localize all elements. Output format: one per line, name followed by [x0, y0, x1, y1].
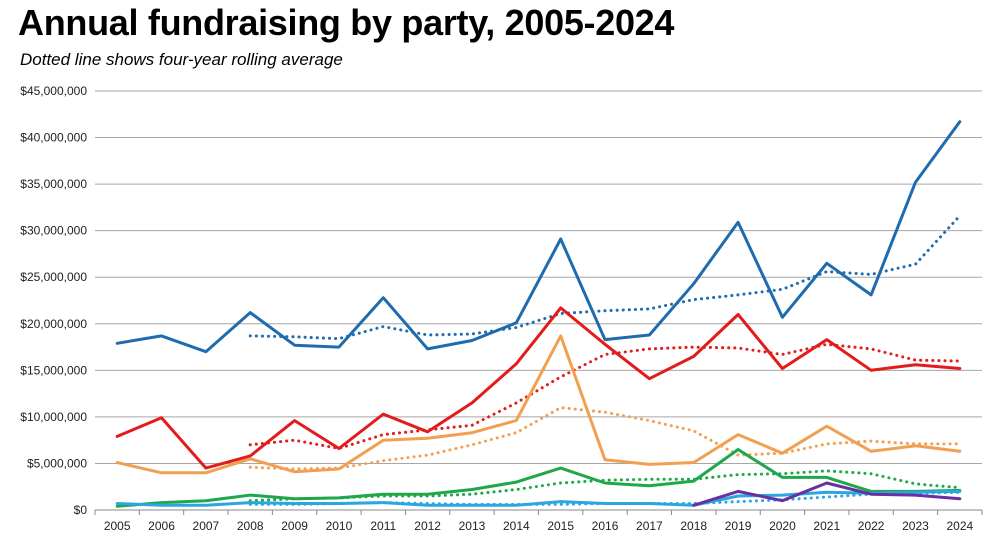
x-tick-label: 2021: [813, 519, 840, 533]
x-tick-label: 2009: [281, 519, 308, 533]
y-tick-label: $25,000,000: [20, 270, 87, 284]
gridlines: [95, 90, 982, 464]
x-tick-label: 2005: [104, 519, 131, 533]
x-tick-label: 2022: [858, 519, 885, 533]
chart-subtitle: Dotted line shows four-year rolling aver…: [20, 50, 343, 69]
y-tick-label: $15,000,000: [20, 363, 87, 377]
x-tick-label: 2015: [547, 519, 574, 533]
series-line-10: [692, 481, 962, 507]
x-tick-label: 2006: [148, 519, 175, 533]
chart-title: Annual fundraising by party, 2005-2024: [18, 2, 675, 43]
x-tick-label: 2012: [414, 519, 441, 533]
x-tick-label: 2020: [769, 519, 796, 533]
y-tick-label: $30,000,000: [20, 224, 87, 238]
y-axis-ticks: $0 $5,000,000 $10,000,000 $15,000,000 $20,00…: [20, 84, 87, 517]
series-line-8: [115, 489, 962, 507]
rolling-average-line-3: [248, 342, 962, 450]
y-tick-label: $10,000,000: [20, 410, 87, 424]
rolling-average-line-5: [248, 406, 962, 471]
x-tick-label: 2007: [193, 519, 220, 533]
x-tick-label: 2008: [237, 519, 264, 533]
x-tick-label: 2017: [636, 519, 663, 533]
x-axis-ticks: 2005 2006 2007 2008 2009 2010 2011 2012 2013 2014…: [94, 510, 983, 533]
y-tick-label: $45,000,000: [20, 84, 87, 98]
y-tick-label: $0: [74, 503, 88, 517]
series-line-6: [115, 448, 962, 508]
x-tick-label: 2014: [503, 519, 530, 533]
series-line-4: [115, 334, 962, 475]
x-tick-label: 2016: [592, 519, 619, 533]
rolling-average-line-1: [248, 214, 962, 341]
x-tick-label: 2013: [459, 519, 486, 533]
series-lines: [115, 120, 962, 508]
series-line-0: [115, 120, 962, 354]
y-tick-label: $5,000,000: [27, 456, 87, 470]
x-tick-label: 2024: [946, 519, 973, 533]
x-tick-label: 2018: [680, 519, 707, 533]
y-tick-label: $40,000,000: [20, 131, 87, 145]
x-tick-label: 2019: [725, 519, 752, 533]
x-tick-label: 2023: [902, 519, 929, 533]
rolling-average-line-7: [248, 469, 962, 503]
y-tick-label: $20,000,000: [20, 317, 87, 331]
x-tick-label: 2011: [370, 519, 396, 533]
x-tick-label: 2010: [326, 519, 353, 533]
series-line-2: [115, 306, 962, 470]
y-tick-label: $35,000,000: [20, 177, 87, 191]
